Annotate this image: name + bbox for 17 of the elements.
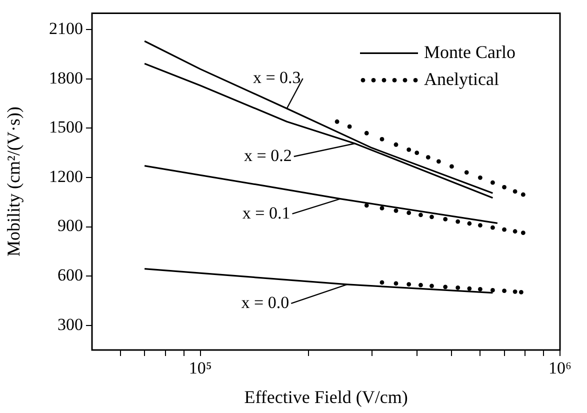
y-tick-label: 600 [58,266,83,285]
y-tick-label: 2100 [49,19,83,38]
y-tick-label: 1800 [49,68,83,88]
annotation: x = 0.0 [241,292,290,312]
annotation: x = 0.1 [242,203,290,222]
y-tick-label: 300 [58,314,83,334]
x-tick-label: 10⁶ [548,358,572,378]
annotation: x = 0.2 [244,146,292,165]
legend-label: Anelytical [424,68,499,89]
x-tick-label: 10⁵ [188,358,212,378]
y-tick-label: 900 [58,216,83,236]
y-tick-label: 1500 [49,118,83,137]
legend-label: Monte Carlo [424,42,516,62]
annotation: x = 0.3 [252,68,301,87]
x-axis-title: Effective Field (V/cm) [244,386,408,407]
y-axis-title: Mobility (cm²/(V·s)) [4,106,24,257]
y-tick-label: 1200 [49,166,83,186]
